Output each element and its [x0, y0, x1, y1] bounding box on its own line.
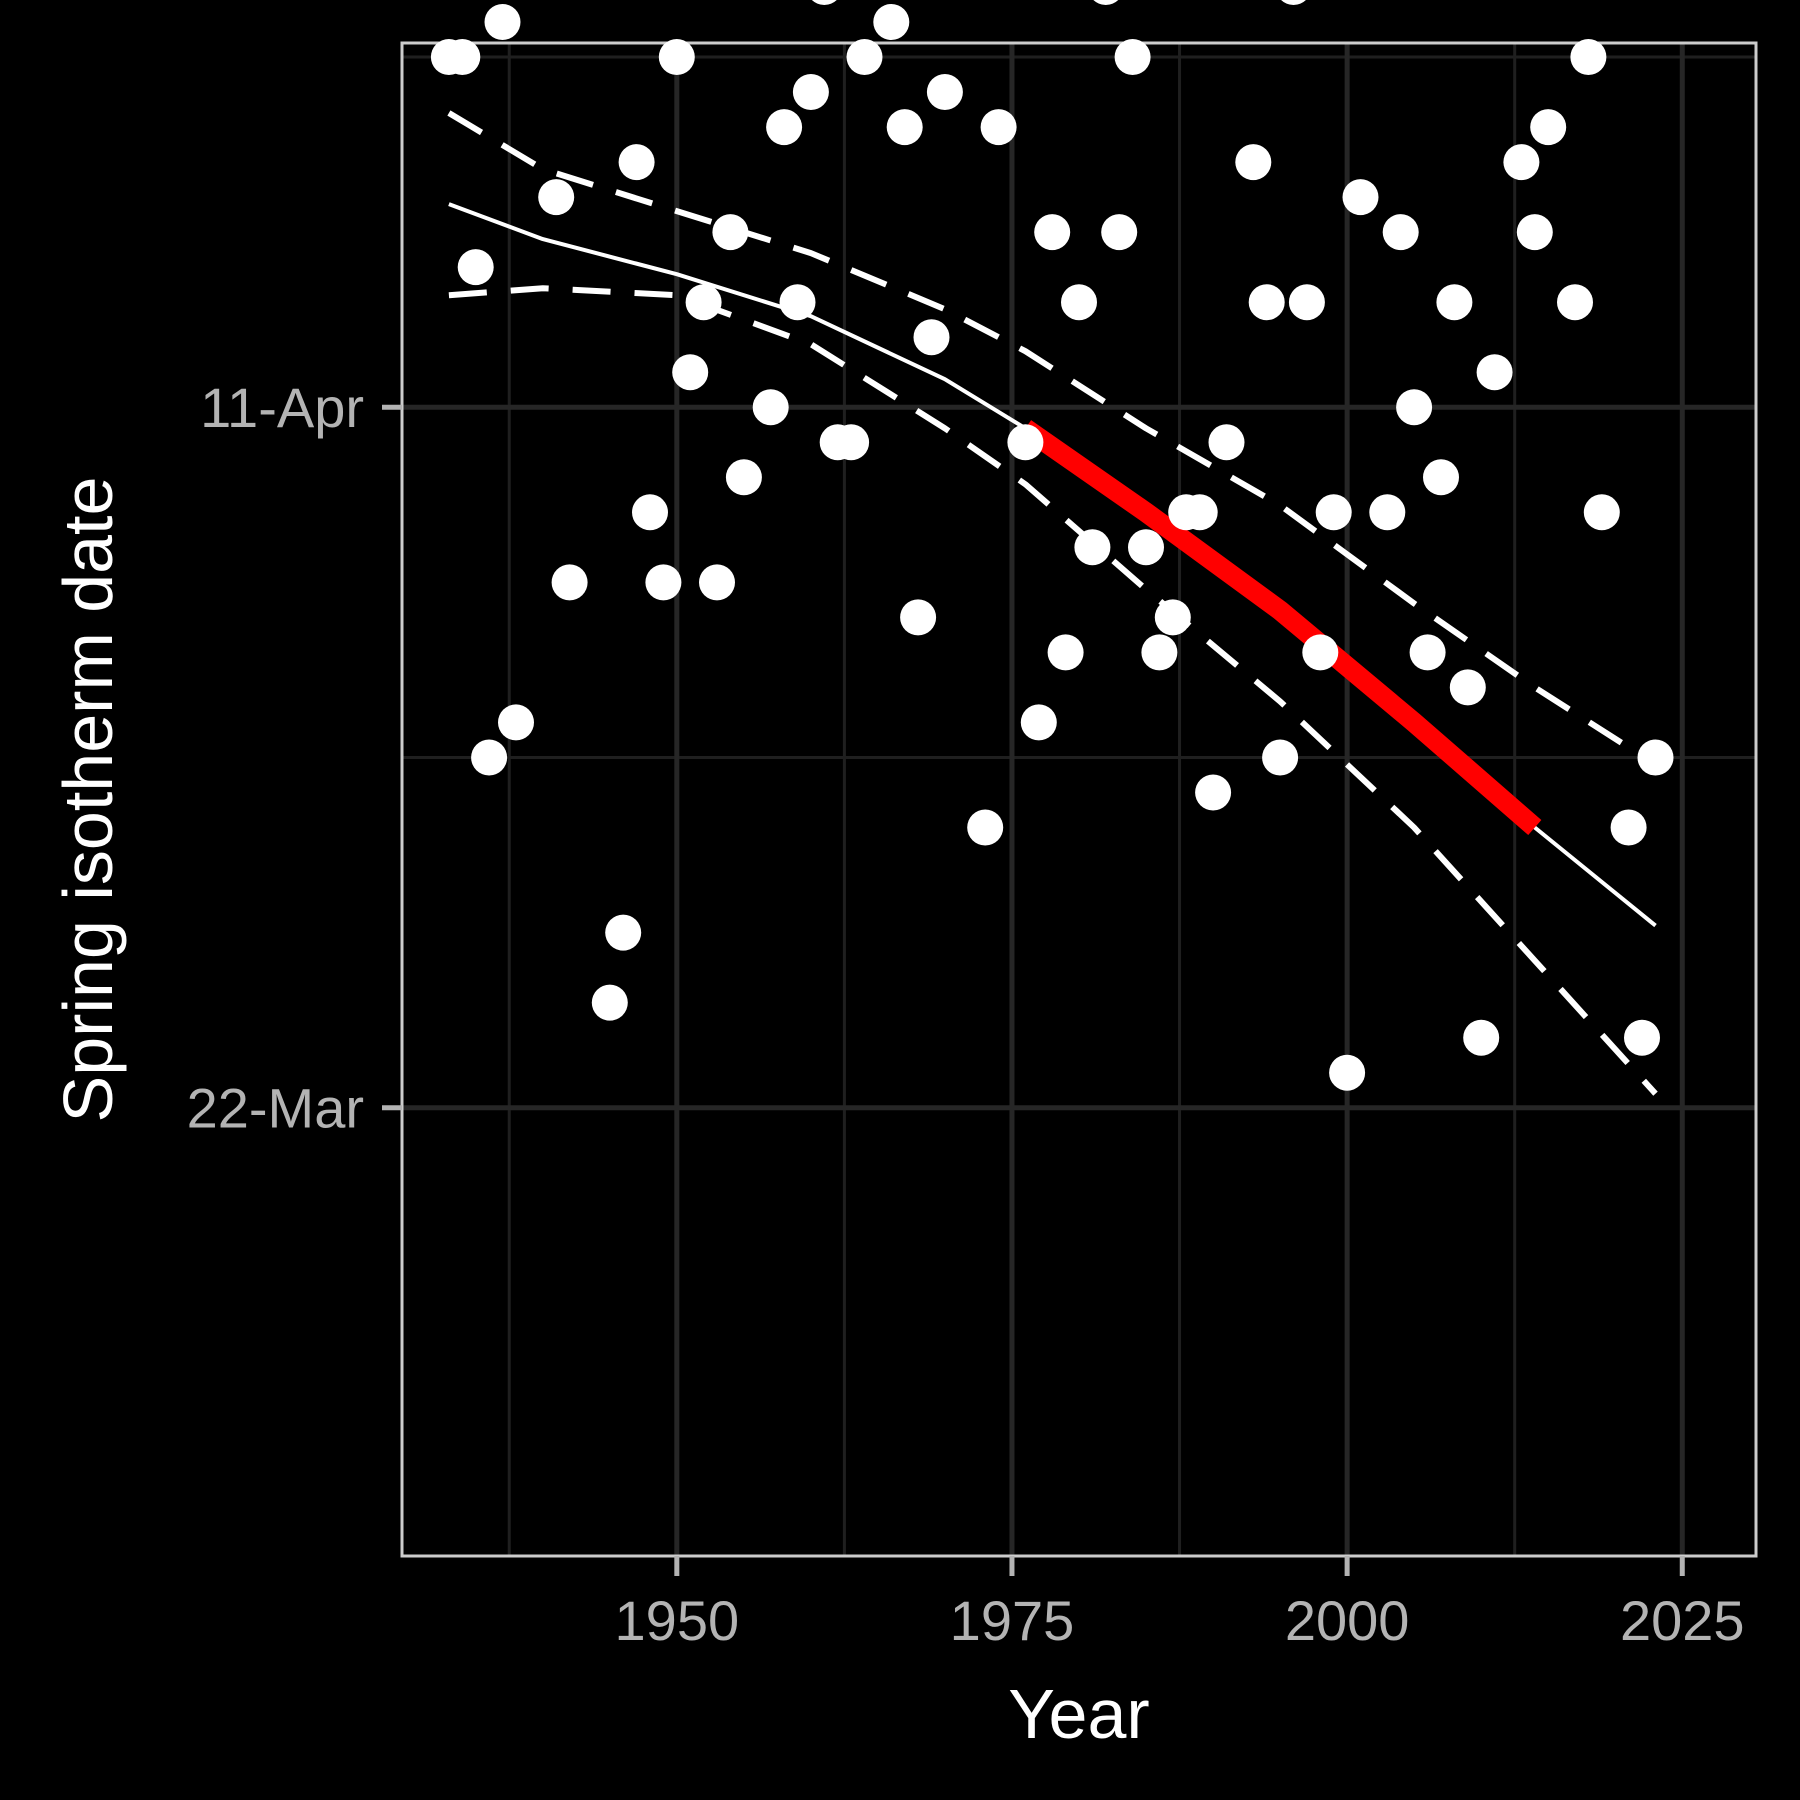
x-tick-label: 1950	[615, 1589, 740, 1652]
data-point	[645, 564, 682, 601]
data-point	[1195, 774, 1232, 811]
data-point	[1154, 599, 1191, 636]
data-point	[1610, 809, 1647, 846]
major-grid	[402, 43, 1756, 1556]
data-point	[1570, 39, 1607, 75]
data-point	[699, 564, 735, 601]
data-point	[873, 4, 910, 40]
data-point	[833, 424, 870, 461]
x-tick-label: 2000	[1285, 1589, 1410, 1652]
data-point	[1315, 494, 1352, 531]
data-point	[591, 984, 628, 1021]
data-point	[1141, 634, 1178, 671]
data-point	[1093, 0, 1119, 5]
data-point	[1007, 424, 1044, 461]
data-point	[605, 914, 642, 951]
data-point	[980, 109, 1017, 146]
data-point	[846, 39, 883, 75]
data-point	[1235, 144, 1272, 181]
data-point	[1034, 214, 1071, 251]
data-point	[1329, 1054, 1366, 1091]
data-point	[1181, 494, 1218, 531]
data-point	[1624, 1019, 1660, 1056]
y-tick-label: 22-Mar	[187, 1077, 364, 1140]
data-point	[538, 179, 575, 216]
y-tick-label: 11-Apr	[200, 376, 364, 439]
data-point	[1382, 214, 1419, 251]
data-point	[1061, 284, 1097, 321]
data-point	[444, 39, 481, 75]
data-point	[900, 599, 937, 636]
x-axis-title: Year	[1008, 1675, 1149, 1753]
upper-ci-line	[447, 110, 1658, 768]
data-point	[1020, 704, 1057, 741]
x-axis: 1950 1975 2000 2025	[615, 1556, 1745, 1652]
y-axis-title: Spring isotherm date	[49, 477, 127, 1123]
data-point	[1288, 284, 1325, 321]
data-point	[752, 389, 789, 426]
data-point	[766, 109, 803, 146]
lower-ci-line	[448, 285, 1658, 1096]
data-point	[967, 809, 1004, 846]
data-point	[457, 249, 494, 286]
data-point	[1114, 39, 1151, 75]
data-point	[632, 494, 668, 531]
data-point	[1409, 634, 1446, 671]
data-point	[1476, 354, 1513, 391]
data-point	[484, 4, 521, 40]
data-point	[618, 144, 655, 181]
data-point	[712, 214, 749, 251]
data-point	[1503, 144, 1540, 181]
data-point	[551, 564, 588, 601]
data-point	[1074, 529, 1111, 566]
data-point	[471, 739, 508, 776]
data-point	[725, 459, 762, 496]
data-point	[1248, 284, 1285, 321]
data-point	[1436, 284, 1473, 321]
data-point	[672, 354, 709, 391]
data-point	[1342, 179, 1379, 216]
data-point	[1583, 494, 1620, 531]
data-point	[1557, 284, 1593, 321]
x-tick-label: 1975	[950, 1589, 1075, 1652]
data-point	[1128, 529, 1164, 566]
data-point	[1047, 634, 1084, 671]
data-point	[1302, 634, 1339, 671]
data-point	[886, 109, 923, 146]
data-point	[1463, 1019, 1500, 1056]
data-point	[1516, 214, 1553, 251]
data-point	[913, 319, 950, 356]
x-tick-label: 2025	[1620, 1589, 1745, 1652]
data-point	[498, 704, 534, 741]
data-point	[792, 74, 829, 110]
panel-border	[400, 41, 1758, 1558]
minor-grid	[402, 43, 1756, 1556]
significant-period-line	[1019, 420, 1542, 836]
data-point	[1101, 214, 1138, 251]
data-point	[1208, 424, 1245, 461]
data-point	[1637, 739, 1674, 776]
data-point	[1281, 0, 1306, 5]
data-point	[779, 284, 816, 321]
data-point	[1449, 669, 1486, 706]
data-point	[811, 0, 837, 5]
data-point	[658, 39, 695, 75]
data-points	[430, 0, 1674, 1091]
data-point	[1369, 494, 1406, 531]
data-point	[1396, 389, 1433, 426]
data-point	[926, 74, 963, 110]
data-point	[1530, 109, 1567, 146]
data-point	[1262, 739, 1299, 776]
data-point	[685, 284, 722, 321]
data-point	[1423, 459, 1459, 496]
